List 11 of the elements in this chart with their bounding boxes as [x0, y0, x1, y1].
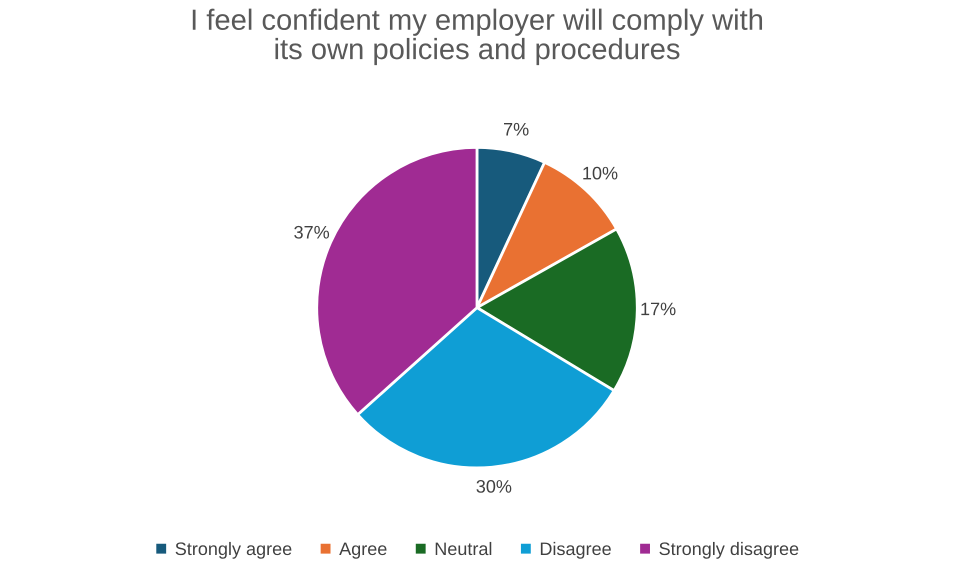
- data-label: 17%: [641, 302, 676, 316]
- legend-label: Agree: [339, 542, 387, 559]
- chart-title: I feel confident my employer will comply with its own policies and procedures: [192, 8, 762, 66]
- legend-label: Strongly disagree: [659, 542, 798, 559]
- data-label: 37%: [294, 226, 330, 239]
- legend-label: Strongly agree: [176, 542, 292, 559]
- data-label: 7%: [504, 122, 529, 136]
- data-label: 30%: [476, 480, 512, 493]
- legend-label: Neutral: [436, 542, 492, 556]
- data-label: 10%: [583, 166, 618, 180]
- legend-label: Disagree: [540, 542, 611, 559]
